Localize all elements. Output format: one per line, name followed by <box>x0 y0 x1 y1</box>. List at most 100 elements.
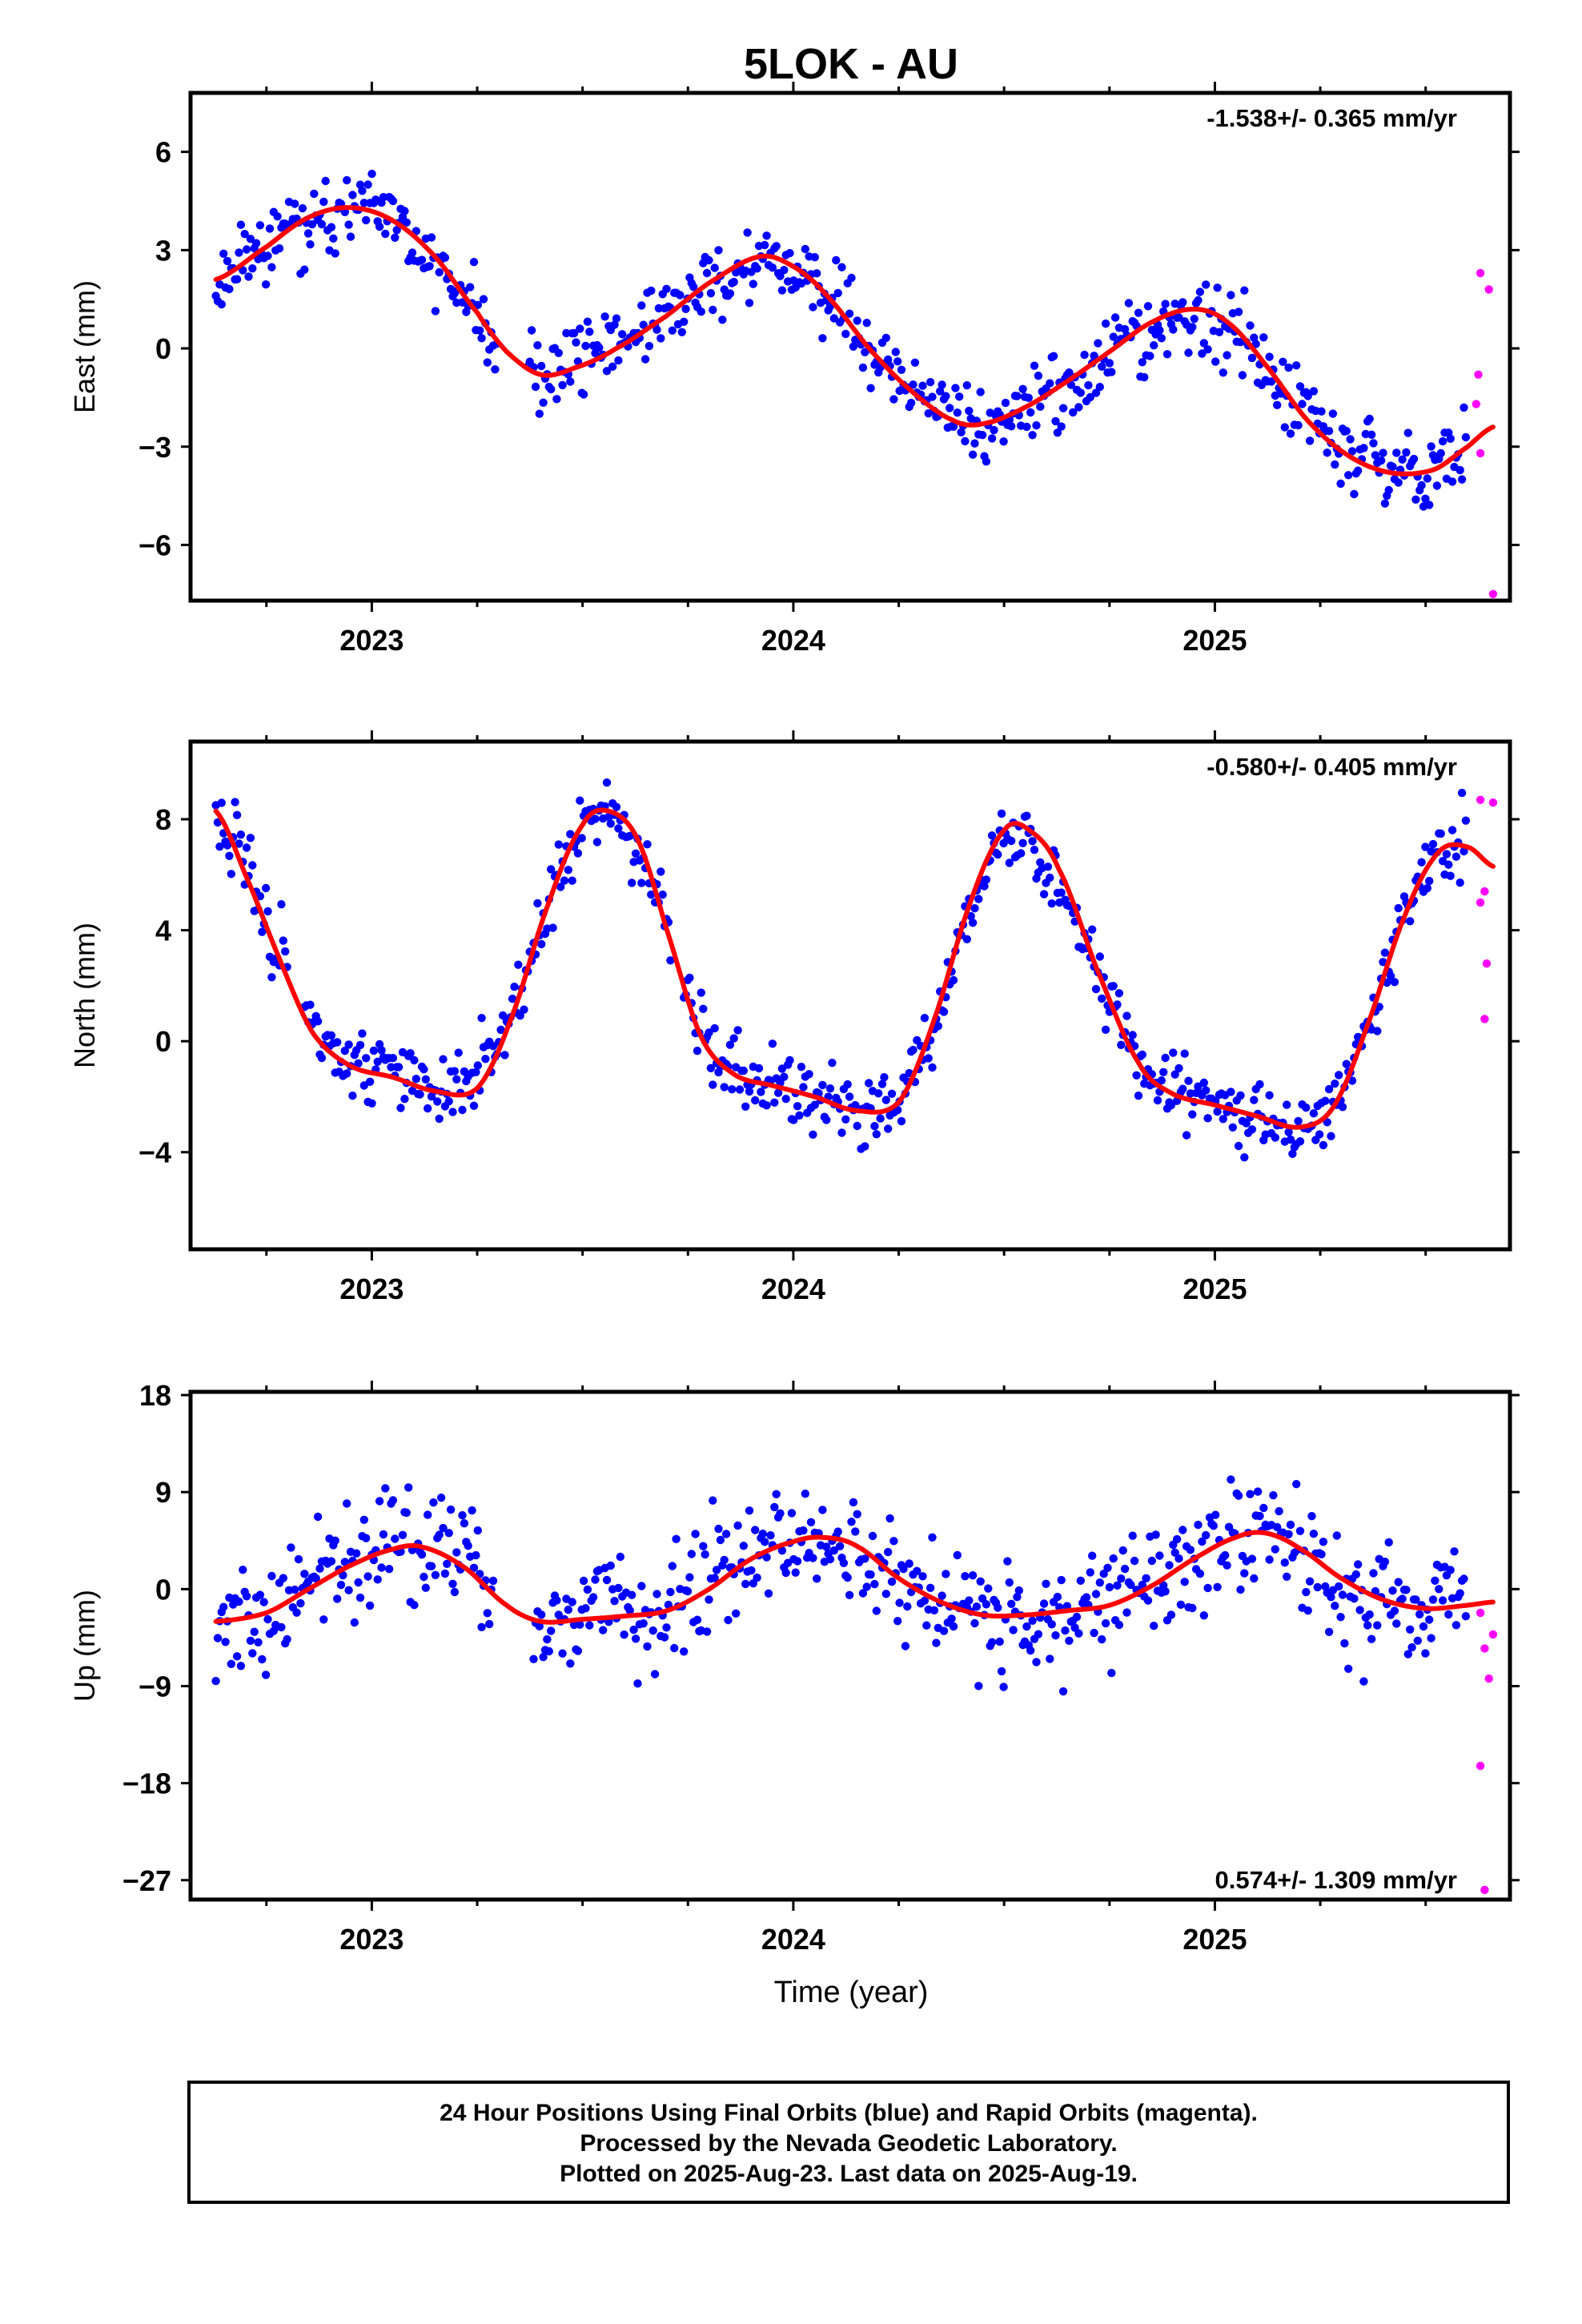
east-final-point <box>1007 422 1016 431</box>
north-final-point <box>1460 846 1468 856</box>
east-final-point <box>1184 348 1193 357</box>
east-final-point <box>431 307 440 316</box>
east-final-point <box>745 299 754 308</box>
up-final-point <box>851 1527 860 1536</box>
up-final-point <box>543 1634 552 1644</box>
north-final-point <box>533 899 542 908</box>
up-final-point <box>1151 1530 1160 1539</box>
east-final-point <box>705 255 713 265</box>
east-final-point <box>681 304 690 313</box>
up-final-point <box>1321 1582 1330 1591</box>
up-rapid-point <box>1488 1630 1498 1639</box>
north-final-point <box>968 919 978 927</box>
north-final-point <box>1436 829 1445 838</box>
east-final-point <box>978 431 987 440</box>
east-final-point <box>1457 475 1467 484</box>
east-final-point <box>1227 291 1235 300</box>
up-final-point <box>1107 1668 1116 1678</box>
east-final-point <box>801 244 809 254</box>
up-final-point <box>261 1671 271 1679</box>
up-final-point <box>363 1572 372 1581</box>
up-final-point <box>762 1553 771 1562</box>
up-final-point <box>1273 1522 1282 1532</box>
up-final-point <box>327 1557 336 1566</box>
up-final-point <box>868 1531 877 1541</box>
up-final-point <box>1407 1642 1416 1652</box>
north-rapid-point <box>1482 959 1492 968</box>
up-final-point <box>793 1557 802 1566</box>
north-final-point <box>1452 852 1461 861</box>
up-final-point <box>258 1655 267 1664</box>
up-final-point <box>1336 1613 1345 1622</box>
north-final-point <box>1321 1096 1330 1105</box>
north-final-point <box>1219 1115 1228 1124</box>
up-final-point <box>903 1602 912 1611</box>
east-rapid-point <box>1484 285 1493 294</box>
up-final-point <box>1101 1618 1110 1628</box>
east-final-point <box>1344 471 1353 480</box>
north-final-point <box>327 1031 336 1040</box>
up-final-point <box>1095 1578 1105 1587</box>
up-final-point <box>544 1647 553 1656</box>
north-final-point <box>1250 1096 1259 1104</box>
up-final-point <box>672 1534 681 1544</box>
east-final-point <box>689 283 698 292</box>
north-final-point <box>795 1111 804 1120</box>
up-final-point <box>683 1586 693 1596</box>
up-ytick-label: −18 <box>122 1767 171 1800</box>
north-final-point <box>1180 1049 1189 1058</box>
east-final-point <box>1432 481 1442 490</box>
up-final-point <box>853 1510 861 1519</box>
east-ytick-label: 0 <box>155 332 171 365</box>
east-final-point <box>1095 383 1105 392</box>
north-final-point <box>685 973 694 983</box>
up-final-point <box>339 1570 347 1580</box>
north-final-point <box>949 975 958 985</box>
east-final-point <box>1402 448 1411 457</box>
east-final-point <box>837 263 846 271</box>
up-final-point <box>652 1590 661 1598</box>
north-final-point <box>1199 1078 1209 1088</box>
up-final-point <box>716 1535 725 1545</box>
north-final-point <box>556 883 565 891</box>
east-ytick-label: −3 <box>139 431 171 464</box>
up-xtick-label: 2024 <box>761 1923 825 1956</box>
up-final-point <box>849 1498 858 1507</box>
up-final-point <box>1174 1554 1183 1563</box>
east-final-point <box>818 334 827 343</box>
up-final-point <box>997 1667 1006 1676</box>
east-final-point <box>321 176 330 186</box>
east-final-point <box>477 334 486 343</box>
up-final-point <box>1007 1599 1016 1609</box>
north-final-point <box>1338 1103 1347 1112</box>
up-final-point <box>965 1596 974 1605</box>
north-final-point <box>433 1097 442 1106</box>
north-final-point <box>1007 836 1016 846</box>
north-final-point <box>751 1096 760 1105</box>
up-final-point <box>1303 1606 1312 1615</box>
north-final-point <box>666 956 675 965</box>
north-final-point <box>705 1028 713 1037</box>
up-final-point <box>616 1552 624 1562</box>
east-final-point <box>569 328 579 338</box>
up-final-point <box>801 1490 809 1498</box>
up-final-point <box>693 1615 702 1624</box>
up-final-point <box>485 1619 494 1629</box>
north-final-point <box>564 866 572 875</box>
east-ytick-label: −6 <box>139 529 171 561</box>
east-final-point <box>1146 352 1154 360</box>
up-final-point <box>721 1530 731 1538</box>
up-final-point <box>806 1518 816 1527</box>
up-final-point <box>319 1615 328 1624</box>
north-final-point <box>1444 860 1453 869</box>
up-final-point <box>1013 1593 1022 1602</box>
up-final-point <box>861 1554 869 1563</box>
footer-line-2: Processed by the Nevada Geodetic Laborat… <box>580 2130 1117 2157</box>
east-final-point <box>1215 328 1224 336</box>
east-final-point <box>1195 287 1205 296</box>
north-final-point <box>697 988 705 997</box>
north-final-point <box>406 1049 415 1058</box>
up-final-point <box>1427 1634 1435 1642</box>
up-final-point <box>431 1570 440 1580</box>
north-final-point <box>1265 1091 1274 1100</box>
